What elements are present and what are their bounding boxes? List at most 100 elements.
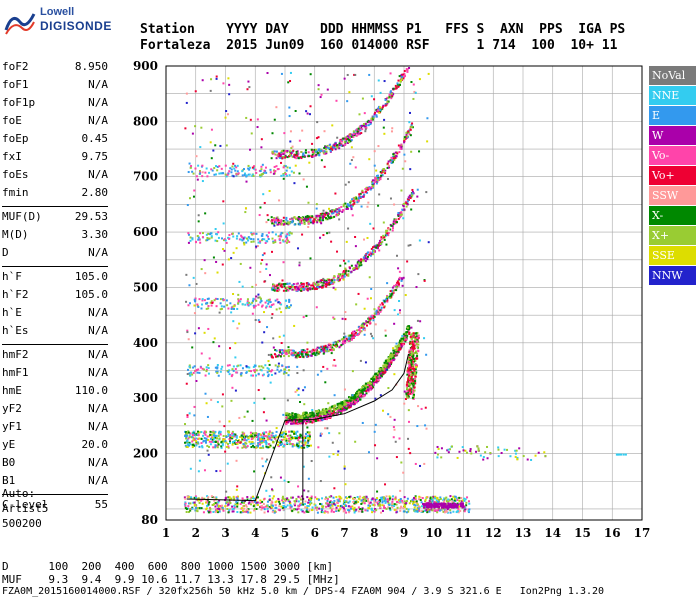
echo-point [377,374,380,377]
echo-point [198,445,201,448]
echo-point [231,430,234,433]
echo-point [353,134,356,137]
echo-point [382,509,385,512]
echo-point [286,442,289,445]
echo-point [335,496,338,499]
echo-point [313,218,316,221]
echo-point [448,505,451,508]
echo-point [332,209,335,212]
echo-point [298,440,301,443]
echo-point [336,408,339,411]
echo-point [377,177,380,180]
echo-point [390,161,393,164]
echo-point [207,372,210,375]
echo-point [206,239,209,242]
echo-point [339,408,342,411]
echo-point [343,341,346,344]
echo-point [285,422,288,425]
echo-point [322,349,325,352]
echo-point [361,128,364,131]
echo-point [356,130,359,133]
echo-point [339,403,342,406]
echo-point [391,500,394,503]
echo-point [421,497,424,500]
echo-point [467,500,470,503]
echo-point [270,353,273,356]
echo-point [389,159,392,162]
echo-point [330,282,333,285]
echo-point [266,500,269,503]
echo-point [274,239,277,242]
echo-point [413,386,416,389]
echo-point [395,283,398,286]
echo-point [281,507,284,510]
echo-point [399,498,402,501]
param-label: B1 [2,474,16,487]
echo-point [318,220,321,223]
echo-point [322,219,325,222]
echo-point [307,215,310,218]
echo-point [316,511,319,514]
echo-point [191,237,194,240]
echo-point [338,210,341,213]
echo-point [208,440,211,443]
echo-point [274,233,277,236]
echo-point [389,90,392,93]
echo-point [254,304,257,307]
echo-point [275,506,278,509]
echo-point [213,299,216,302]
echo-point [275,157,278,160]
echo-point [230,497,233,500]
echo-point [392,153,395,156]
echo-point [384,231,387,234]
echo-point [195,441,198,444]
x-tick-label: 11 [455,526,472,540]
echo-point [350,270,353,273]
echo-point [292,354,295,357]
echo-point [338,207,341,210]
echo-point [294,436,297,439]
echo-point [344,500,347,503]
echo-point [354,501,357,504]
echo-point [369,123,372,126]
echo-point [197,238,200,241]
echo-point [386,500,389,503]
echo-point [250,435,253,438]
echo-point [273,150,276,153]
echo-point [273,436,276,439]
echo-point [319,281,322,284]
echo-point [222,509,225,512]
echo-point [399,507,402,510]
echo-point [292,430,295,433]
echo-point [420,505,423,508]
echo-point [351,505,354,508]
echo-point [203,497,206,500]
echo-point [340,344,343,347]
echo-point [458,500,461,503]
echo-point [319,285,322,288]
echo-point [329,280,332,283]
echo-point [353,402,356,405]
echo-point [253,446,256,449]
x-tick-label: 16 [604,526,621,540]
echo-point [250,496,253,499]
echo-point [410,123,413,126]
echo-point [277,354,280,357]
echo-point [357,197,360,200]
echo-point [229,302,232,305]
echo-point [299,352,302,355]
echo-point [258,365,261,368]
y-tick-label: 500 [133,280,158,294]
echo-point [283,351,286,354]
echo-point [414,496,417,499]
echo-point [274,501,277,504]
echo-point [278,153,281,156]
echo-point [221,444,224,447]
echo-point [261,505,264,508]
echo-point [202,511,205,514]
param-label: foE [2,114,22,127]
echo-point [197,432,200,435]
echo-point [349,400,352,403]
echo-point [304,436,307,439]
echo-point [370,377,373,380]
